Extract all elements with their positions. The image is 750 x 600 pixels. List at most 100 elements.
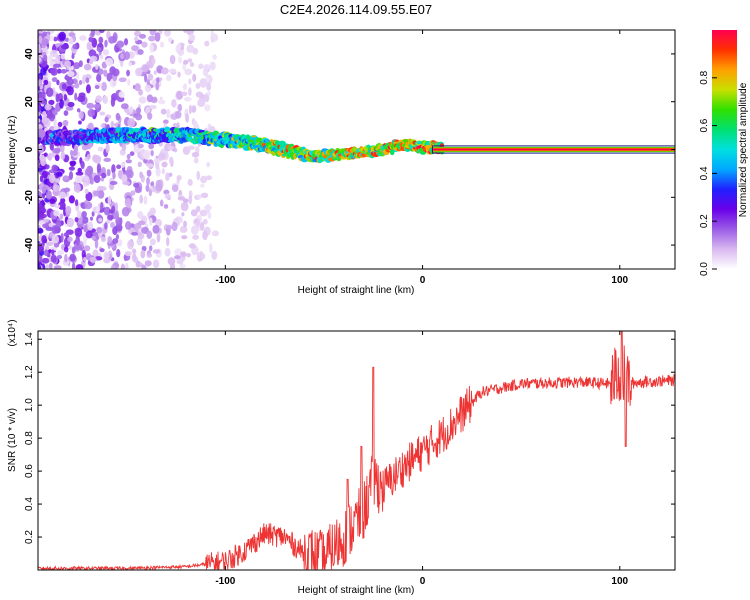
spectrogram-cell — [206, 82, 212, 91]
spectrogram-cell — [188, 33, 196, 42]
spectrogram-cell — [179, 263, 186, 269]
spectrogram-cell — [211, 250, 218, 260]
spectrogram-cell — [41, 170, 48, 179]
spectrogram-cell — [126, 153, 131, 160]
spectrogram-cell — [205, 175, 213, 181]
spectrogram-cell — [175, 44, 180, 54]
spectrogram-cell — [41, 235, 47, 244]
spectrogram-cell — [146, 253, 153, 258]
spectrogram-cell — [73, 62, 81, 70]
spectrogram-cell — [149, 207, 156, 215]
spectrogram-cell — [99, 111, 106, 116]
spectrogram-cell — [176, 259, 182, 264]
spectrogram-cell — [127, 78, 131, 86]
spectrogram-cell — [137, 49, 144, 55]
spectrogram-cell — [175, 110, 182, 119]
spectrogram-cell — [84, 200, 89, 205]
spectrogram-cell — [41, 118, 47, 124]
spectrogram-cell — [38, 56, 42, 64]
spectrogram-cell — [93, 155, 102, 164]
snr-x-tick-label: 100 — [611, 576, 628, 587]
spectrogram-cell — [161, 168, 165, 175]
spectrogram-cell — [74, 227, 83, 238]
spectrogram-cell — [137, 233, 145, 240]
snr-x-label: Height of straight line (km) — [298, 585, 415, 596]
spectrogram-cell — [188, 195, 193, 205]
spectrogram-cell — [38, 110, 41, 117]
spectrogram-cell — [137, 161, 143, 168]
spectrogram-cell — [193, 157, 199, 164]
spectrogram-cell — [184, 68, 193, 76]
spectrogram-cell — [181, 91, 188, 96]
spectrogram-cell — [77, 95, 86, 103]
spectrogram-cell — [190, 225, 199, 235]
spectrogram-cell — [51, 77, 58, 83]
spectrogram-cell — [83, 63, 92, 71]
spectrogram-panel: -100 0 100 -40 -20 0 20 40 Height of straight … — [7, 29, 676, 296]
spectrogram-cell — [68, 195, 75, 204]
spectrogram-cell — [64, 253, 68, 263]
spectrogram-cell — [87, 108, 96, 118]
spectrogram-cell — [135, 262, 144, 268]
spectrogram-cell — [55, 54, 61, 64]
spectrogram-cell — [145, 184, 150, 193]
spectrogram-cell — [202, 218, 208, 225]
spectrogram-cell — [50, 254, 57, 263]
spectrogram-cell — [162, 119, 169, 125]
spectrogram-cell — [86, 42, 92, 51]
snr-panel: -100 0 100 0.2 0.4 0.6 0.8 1.0 1.2 1.4 Height of… — [7, 319, 676, 596]
spectrogram-cell — [138, 96, 147, 104]
spectrogram-cell — [98, 36, 104, 44]
spectrogram-cell — [164, 30, 171, 37]
spectrogram-cell — [87, 122, 94, 132]
spectrogram-cell — [93, 190, 101, 197]
spectrogram-y-label: Frequency (Hz) — [7, 116, 18, 185]
spectrogram-cell — [164, 193, 171, 199]
spectrogram-cell — [180, 201, 189, 212]
spectrogram-cell — [132, 248, 137, 254]
spectrogram-cell — [126, 69, 130, 77]
spectrogram-cell — [188, 87, 192, 96]
spectrogram-cell — [101, 81, 107, 92]
spectrogram-cell — [146, 163, 154, 168]
snr-background — [38, 331, 675, 570]
spectrogram-cell — [56, 171, 63, 177]
spectrogram-cell — [163, 189, 170, 195]
spectrogram-cell — [187, 30, 195, 35]
spectrogram-cell — [148, 217, 153, 226]
spectrogram-cell — [209, 242, 213, 253]
spectrogram-cell — [189, 62, 195, 67]
spectrogram-cell — [104, 222, 108, 230]
colorbar-tick-label: 0.4 — [699, 166, 710, 180]
spectrogram-cell — [63, 246, 69, 253]
spectrogram-cell — [60, 151, 66, 160]
spectrogram-cell — [99, 30, 105, 34]
spectrogram-cell — [89, 216, 93, 221]
spectrogram-cell — [155, 167, 161, 177]
spectrogram-cell — [71, 262, 76, 269]
spectrogram-cell — [183, 59, 189, 65]
spectrogram-cell — [166, 224, 173, 230]
snr-y-ticks: 0.2 0.4 0.6 0.8 1.0 1.2 1.4 — [24, 332, 675, 544]
spectrogram-cell — [99, 248, 105, 253]
spectrogram-y-ticks: -40 -20 0 20 40 — [24, 48, 675, 252]
spectrogram-cell — [81, 216, 89, 224]
spectrogram-cell — [120, 162, 126, 168]
spectrogram-cell — [90, 177, 94, 185]
spectrogram-cell — [120, 103, 129, 110]
spectrogram-cell — [197, 98, 206, 108]
spectrogram-cell — [169, 156, 174, 164]
spectrogram-cell — [56, 68, 62, 74]
spectrogram-cell — [143, 158, 148, 164]
spectrogram-cell — [161, 161, 168, 168]
spectrogram-cell — [198, 63, 204, 70]
spectrogram-cell — [83, 245, 91, 252]
spectrogram-cell — [50, 67, 58, 76]
spectrogram-cells — [38, 30, 675, 269]
spectrogram-cell — [38, 118, 41, 124]
spectrogram-cell — [49, 198, 56, 205]
spectrogram-cell — [67, 101, 75, 108]
spectrogram-cell — [46, 87, 54, 98]
spectrogram-cell — [133, 182, 140, 188]
spectrogram-cell — [152, 249, 161, 254]
